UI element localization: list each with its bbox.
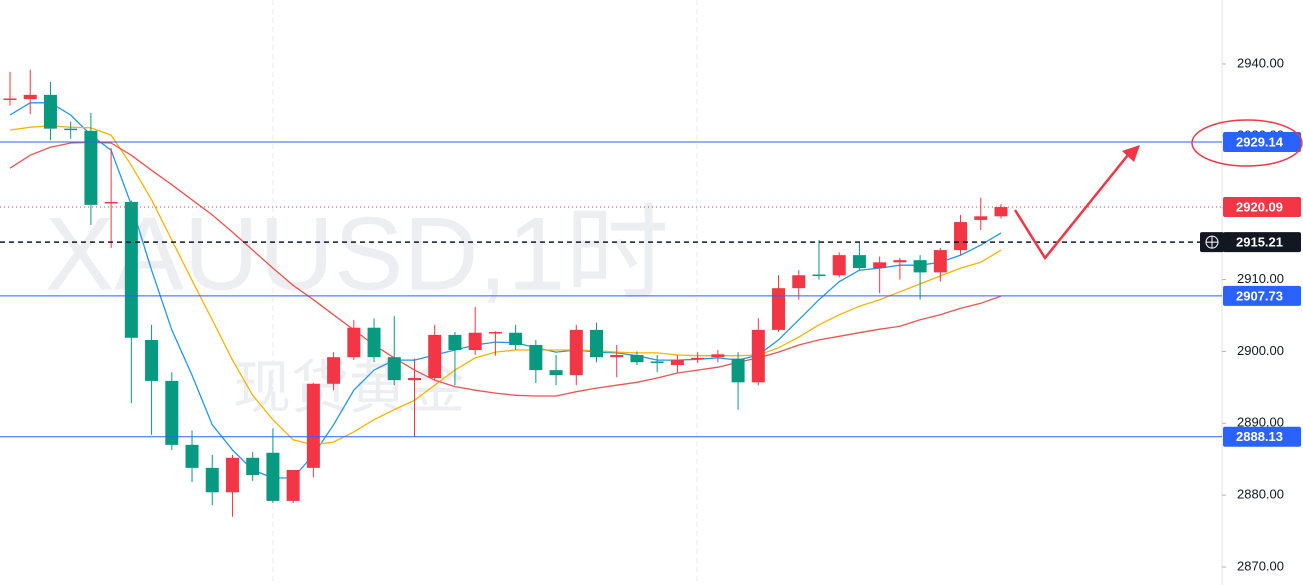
price-level-label-box <box>1223 232 1301 253</box>
candle-body <box>246 457 260 476</box>
candle-body <box>933 250 947 273</box>
price-level-label: 2929.14 <box>1236 134 1284 149</box>
y-tick-label: 2870.00 <box>1237 558 1284 573</box>
moving-average <box>9 125 1002 446</box>
candle-body <box>266 452 280 501</box>
candle-body <box>124 201 138 338</box>
candle-body <box>792 275 806 289</box>
candle-body <box>43 94 57 129</box>
candle-body <box>3 98 17 100</box>
price-axis: 2870.00 2880.00 2890.00 2900.00 2910.00 2920.… <box>1200 55 1301 573</box>
candle-body <box>185 444 199 468</box>
candle-body <box>852 255 866 269</box>
candle-body <box>610 355 624 358</box>
y-tick-label: 2890.00 <box>1237 415 1284 430</box>
candle-body <box>306 383 320 468</box>
candle-body <box>772 288 786 330</box>
candle-body <box>893 260 907 263</box>
moving-average <box>9 141 1002 397</box>
candle-body <box>145 339 159 381</box>
candle-body <box>751 329 765 383</box>
price-level-label: 2907.73 <box>1236 288 1283 303</box>
candle-body <box>711 354 725 358</box>
moving-average <box>9 102 1002 479</box>
candle-body <box>225 457 239 493</box>
candle-body <box>650 361 664 363</box>
candle-body <box>529 344 543 371</box>
candle-body <box>84 130 98 205</box>
candle-body <box>509 332 523 345</box>
candle-body <box>165 380 179 445</box>
candle-body <box>994 207 1008 217</box>
candle-body <box>448 334 462 350</box>
candle-body <box>367 327 381 358</box>
candle-body <box>64 128 78 131</box>
annotation-arrow <box>1013 149 1133 261</box>
candle-body <box>873 262 887 269</box>
y-tick-label: 2910.00 <box>1237 271 1284 286</box>
price-level-label-box <box>1223 132 1301 153</box>
price-level-label-box <box>1223 285 1301 306</box>
y-tick-label: 2900.00 <box>1237 343 1284 358</box>
candle-body <box>630 355 644 363</box>
price-level-label-box <box>1223 426 1301 447</box>
candle-body <box>812 274 826 277</box>
candle-body <box>428 334 442 379</box>
y-tick-label: 2880.00 <box>1237 487 1284 502</box>
candle-body <box>488 332 502 334</box>
candle-body <box>468 332 482 350</box>
candle-body <box>407 378 421 381</box>
candle-body <box>569 329 583 376</box>
price-level-label: 2920.09 <box>1236 199 1283 214</box>
candle-body <box>327 357 341 384</box>
candle-body <box>670 360 684 366</box>
candle-body <box>974 216 988 220</box>
price-level-label: 2915.21 <box>1236 235 1283 250</box>
plot <box>0 69 1222 517</box>
candle-body <box>691 357 705 360</box>
candle-body <box>832 255 846 276</box>
candle-body <box>104 201 118 204</box>
candle-body <box>549 370 563 376</box>
watermark: XAUUSD,1时 <box>45 196 669 312</box>
price-level-label-box <box>1223 197 1301 218</box>
candle-body <box>731 358 745 383</box>
candle-body <box>205 467 219 493</box>
candle-body <box>347 327 361 358</box>
candle-body <box>286 470 300 501</box>
candle-body <box>913 260 927 273</box>
candle-body <box>590 329 604 358</box>
candle-body <box>954 222 968 251</box>
candle-body <box>23 94 37 100</box>
watermark-sub: 现货黄金 <box>233 355 465 420</box>
candle-body <box>387 357 401 381</box>
price-level-label: 2888.13 <box>1236 429 1283 444</box>
annotation-circle <box>1191 119 1303 167</box>
y-tick-label: 2940.00 <box>1237 55 1284 70</box>
annotation-arrowhead <box>1122 145 1140 162</box>
crosshair-icon-cross <box>1206 236 1218 249</box>
